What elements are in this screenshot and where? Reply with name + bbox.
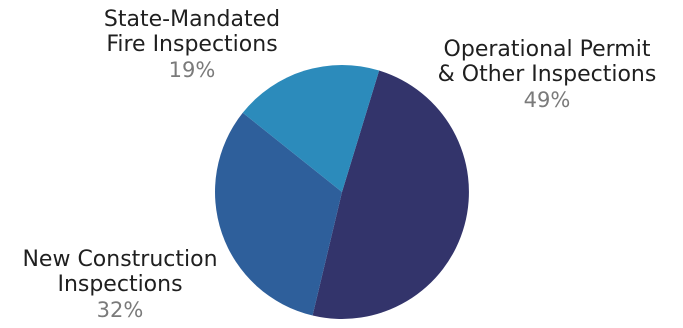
slice-name-line: State-Mandated <box>103 7 281 32</box>
slice-state-mandated <box>242 65 380 192</box>
slice-name-line: & Other Inspections <box>437 61 657 87</box>
slice-label-new-construction: New Construction Inspections 32% <box>0 247 240 323</box>
slice-percent: 49% <box>523 88 571 113</box>
slice-operational-permit <box>312 70 469 319</box>
slice-new-construction <box>215 112 342 316</box>
slice-percent: 32% <box>96 298 144 323</box>
pie-slices <box>215 65 469 319</box>
slice-name-line: New Construction <box>22 247 218 272</box>
slice-name-line: Operational Permit <box>443 37 651 62</box>
slice-name-line: Inspections <box>57 271 183 297</box>
slice-label-operational-permit: Operational Permit & Other Inspections 4… <box>402 37 683 113</box>
slice-name-line: Fire Inspections <box>106 31 278 57</box>
slice-percent: 19% <box>168 58 216 83</box>
slice-label-state-mandated: State-Mandated Fire Inspections 19% <box>72 7 312 83</box>
